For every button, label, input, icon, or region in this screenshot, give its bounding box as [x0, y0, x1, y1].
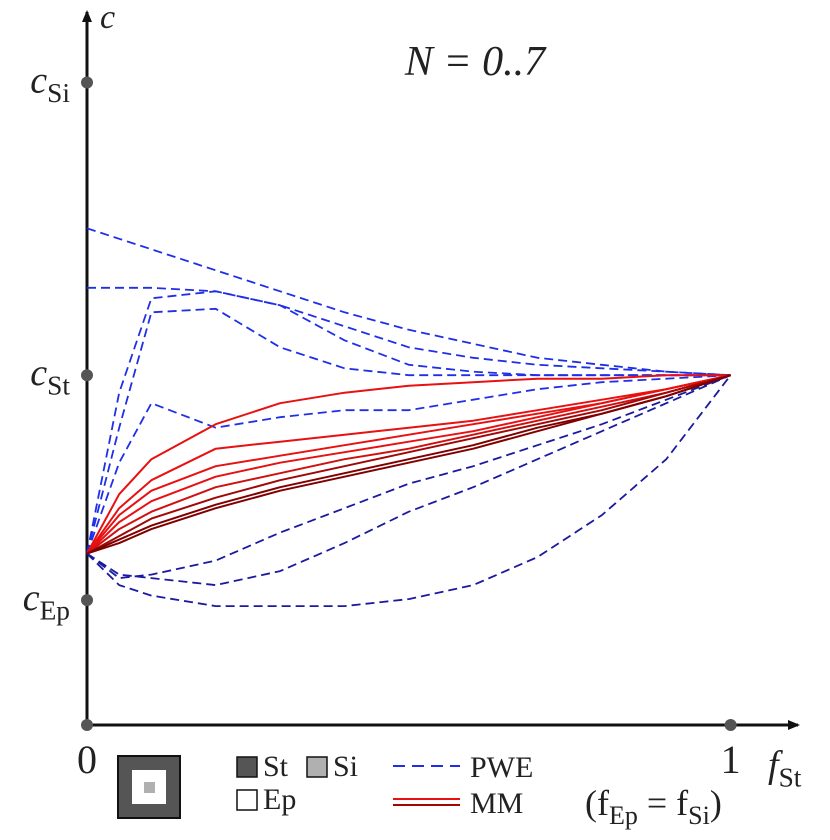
y-tick-dot [81, 369, 93, 382]
pwe-curve [86, 227, 731, 377]
pwe-curve [86, 307, 731, 554]
x-note: (fEp = fSi) [585, 783, 722, 830]
structure-icon [117, 755, 181, 819]
y-tick-label-main: c [30, 60, 47, 102]
pwe-curve [86, 374, 731, 554]
y-tick-dot [81, 76, 93, 89]
legend-swatch [236, 756, 258, 778]
y-tick-label-sub: St [47, 371, 70, 401]
pwe-curve [87, 286, 731, 377]
x-tick-dot [724, 719, 737, 731]
legend-label: Ep [263, 783, 296, 816]
y-tick-label: cSt [30, 352, 70, 401]
x-tick-dot [81, 719, 93, 731]
y-tick-label-sub: Si [47, 78, 70, 108]
x-note-sub: Si [688, 801, 710, 830]
legend-swatch [306, 756, 328, 778]
legend-label: PWE [470, 751, 533, 784]
legend-label: MM [470, 787, 523, 820]
chart-title: N = 0..7 [404, 39, 547, 85]
mm-curve [86, 374, 731, 555]
x-axis-label: fSt [768, 744, 802, 793]
mm-curve [86, 374, 731, 555]
x-note-part: = f [638, 783, 688, 823]
y-tick-dot [81, 594, 93, 607]
x-axis-label-sub: St [779, 763, 802, 793]
mm-curve [86, 374, 731, 555]
y-tick-label-main: c [30, 352, 47, 394]
x-note-part: (f [585, 783, 609, 823]
legend-label: Si [333, 750, 358, 783]
mm-curve [86, 374, 731, 555]
pwe-curve [86, 374, 732, 607]
x-tick-label: 0 [77, 737, 97, 782]
legend-swatch [236, 789, 258, 811]
y-tick-label-sub: Ep [40, 596, 70, 626]
x-note-part: ) [710, 783, 722, 823]
x-note-sub: Ep [609, 801, 638, 830]
x-tick-label: 1 [721, 737, 741, 782]
legend-label: St [263, 750, 289, 783]
y-tick-label-main: c [23, 577, 40, 619]
pwe-curve [86, 374, 731, 579]
mm-curve [86, 374, 731, 555]
mm-curve [86, 374, 731, 555]
y-axis-label: c [100, 0, 115, 36]
y-tick-label: cEp [23, 577, 70, 626]
pwe-curve [86, 374, 731, 586]
y-tick-label: cSi [30, 60, 70, 109]
